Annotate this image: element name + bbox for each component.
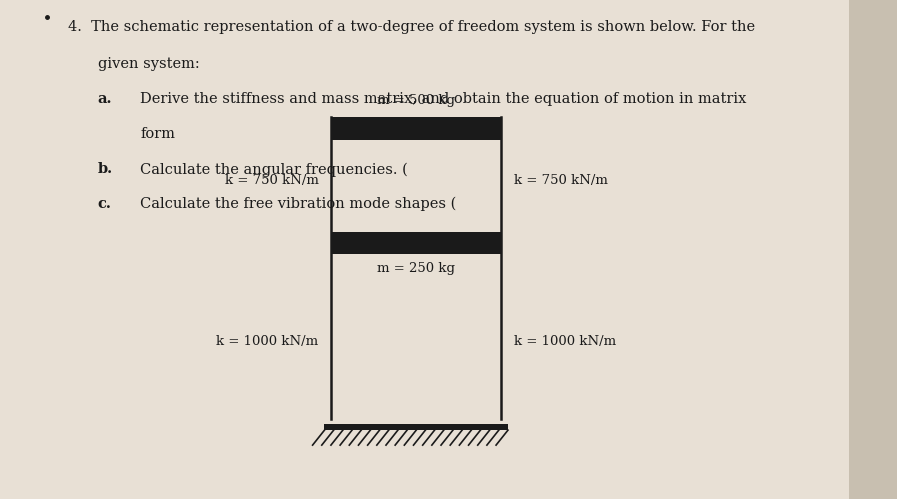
Text: b.: b. xyxy=(98,162,113,176)
Text: m = 500 kg: m = 500 kg xyxy=(378,94,455,107)
Text: Calculate the angular frequencies. (: Calculate the angular frequencies. ( xyxy=(140,162,408,177)
Text: given system:: given system: xyxy=(98,57,199,71)
Text: m = 250 kg: m = 250 kg xyxy=(378,262,455,275)
Text: k = 750 kN/m: k = 750 kN/m xyxy=(224,174,318,188)
Text: form: form xyxy=(140,127,175,141)
Text: Calculate the free vibration mode shapes (: Calculate the free vibration mode shapes… xyxy=(140,197,457,212)
Text: a.: a. xyxy=(98,92,112,106)
Text: k = 1000 kN/m: k = 1000 kN/m xyxy=(514,335,616,348)
Bar xyxy=(331,232,501,254)
Bar xyxy=(331,117,501,140)
Text: 4.  The schematic representation of a two-degree of freedom system is shown belo: 4. The schematic representation of a two… xyxy=(68,20,755,34)
Text: k = 750 kN/m: k = 750 kN/m xyxy=(514,174,608,188)
Bar xyxy=(325,424,508,430)
Text: c.: c. xyxy=(98,197,111,211)
Text: Derive the stiffness and mass matrix, and obtain the equation of motion in matri: Derive the stiffness and mass matrix, an… xyxy=(140,92,746,106)
Text: k = 1000 kN/m: k = 1000 kN/m xyxy=(216,335,318,348)
